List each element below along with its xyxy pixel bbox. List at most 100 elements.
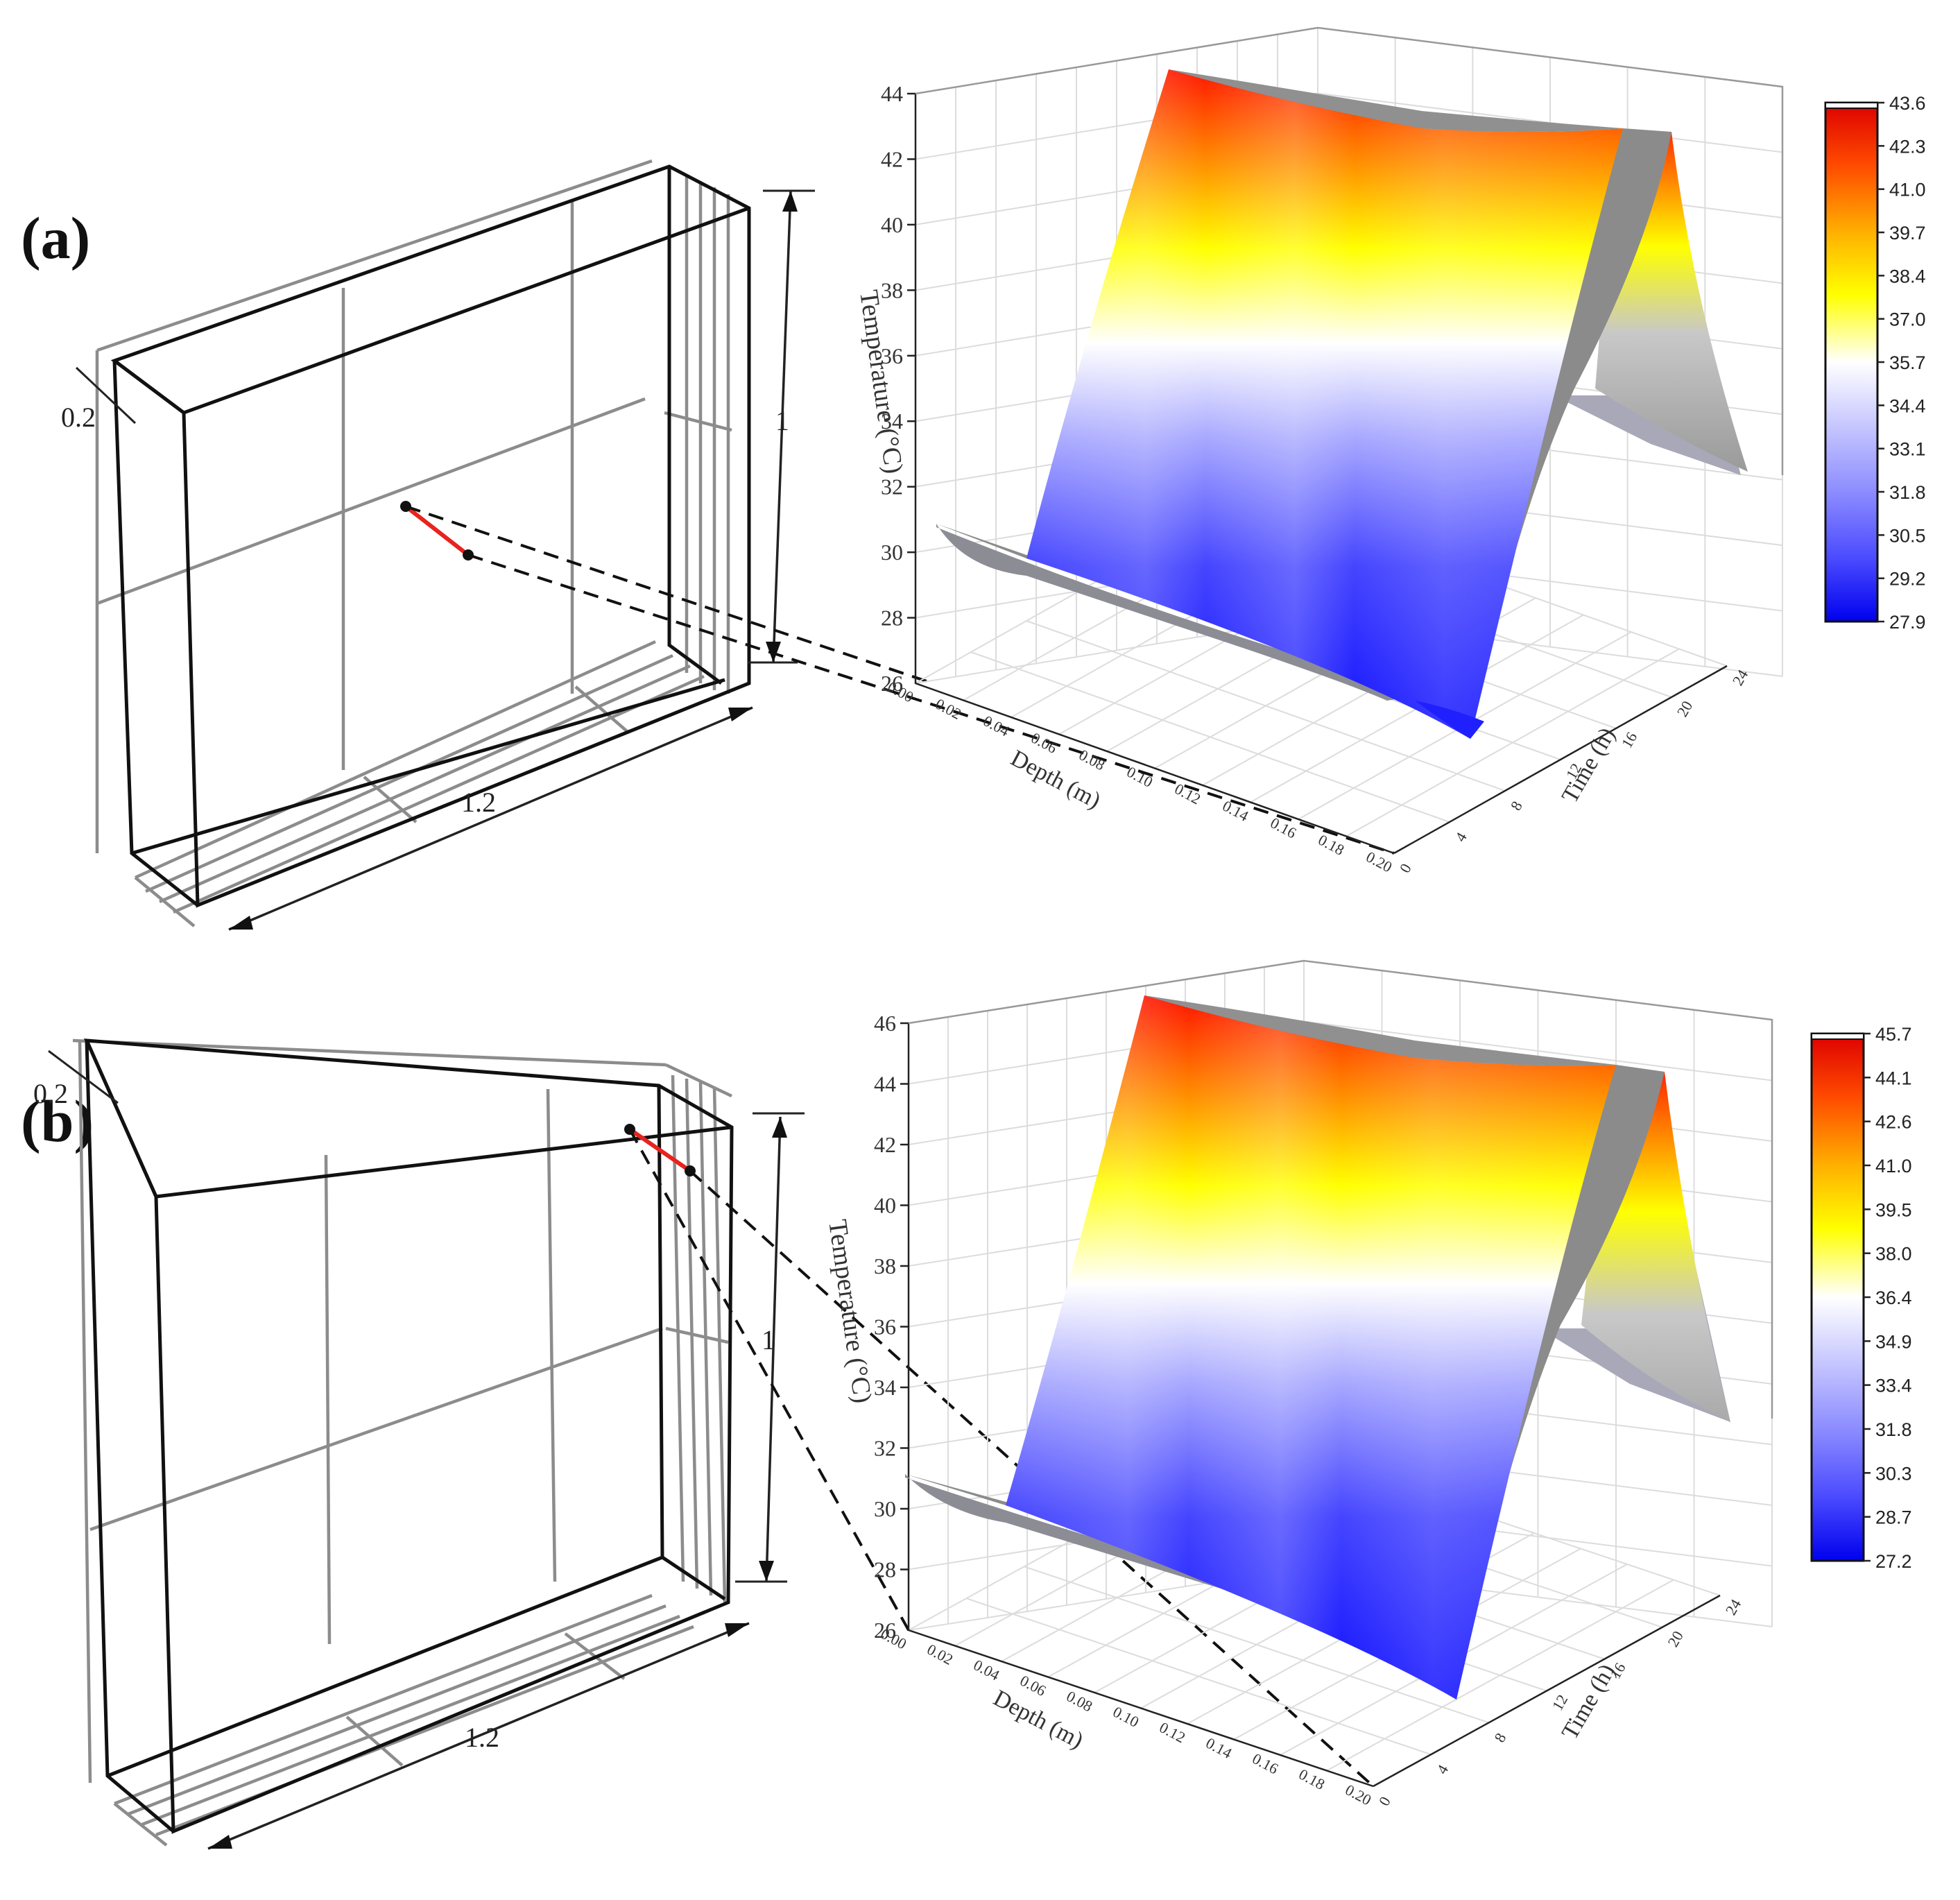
surface-foot-a — [1415, 701, 1484, 739]
grid-line-z — [915, 26, 1783, 94]
z-tick-label: 34 — [874, 1375, 896, 1400]
z-tick-label: 42 — [874, 1132, 896, 1157]
wall-side-h — [664, 411, 732, 432]
surface-crest-a — [1169, 69, 1623, 132]
time-axis-a — [1393, 665, 1728, 855]
colorbar-tick-label: 36.4 — [1875, 1287, 1912, 1308]
dim-depth-label: 0.2 — [61, 402, 96, 433]
colorbar-tick-label: 43.6 — [1889, 93, 1926, 114]
grid-line-z — [908, 959, 1773, 1024]
z-tick-label: 30 — [874, 1496, 896, 1521]
surface-b-sheen — [1006, 995, 1616, 1700]
wall-base-cross-3 — [134, 876, 196, 927]
colorbar-a — [1824, 101, 1879, 623]
wall-front-outline — [110, 164, 751, 908]
colorbar-tick-label: 30.5 — [1889, 525, 1926, 546]
dim-b-depth-label: 0.2 — [33, 1078, 68, 1109]
dim-height-line — [772, 190, 792, 663]
wall-b-base-cross-3 — [113, 1802, 168, 1847]
wall-b-back-left-edge — [78, 1040, 92, 1783]
dim-height-label: 1 — [775, 405, 789, 436]
dim-width-arrow-left — [229, 916, 253, 930]
panel-a-label: (a) — [21, 205, 90, 271]
z-tick-label: 40 — [874, 1193, 896, 1218]
dim-b-height-label: 1 — [762, 1324, 775, 1355]
wall-b-front-outline — [84, 1038, 734, 1834]
dim-b-width-arrow-left — [208, 1835, 232, 1849]
wall-right-inner-vertical — [667, 166, 723, 685]
colorbar-a-top-cap — [1825, 102, 1878, 109]
y-tick-label: 4 — [1433, 1762, 1452, 1777]
axis-frame-b — [907, 1023, 1374, 1788]
z-tick-label: 28 — [874, 1557, 896, 1582]
dim-b-depth-line — [48, 1050, 119, 1104]
colorbar-tick-label: 31.8 — [1889, 482, 1926, 503]
dim-width-arrow-right — [728, 708, 753, 721]
dim-height-arrow-top — [782, 191, 798, 212]
colorbar-tick-label: 34.9 — [1875, 1331, 1912, 1352]
colorbar-tick-label: 42.6 — [1875, 1112, 1912, 1133]
z-axis-title-a: Temperature (°C) — [854, 288, 909, 475]
dim-b-width-label: 1.2 — [465, 1722, 499, 1753]
z-tick-label: 26 — [874, 1618, 896, 1643]
dim-depth-line — [75, 366, 137, 425]
panel-a: (a) — [21, 26, 1926, 931]
wall-b-grid-v2 — [546, 1088, 557, 1582]
sensor-line-b — [628, 1127, 691, 1173]
time-axis-b — [1373, 1594, 1721, 1788]
wall-grid-h1 — [96, 397, 646, 606]
colorbar-tick-label: 33.4 — [1875, 1376, 1912, 1396]
y-tick-label: 0 — [1375, 1793, 1394, 1808]
colorbar-tick-label: 37.0 — [1889, 309, 1926, 330]
back-frame-a — [915, 26, 1784, 475]
wall-b-base-1 — [114, 1593, 653, 1806]
colorbar-b — [1810, 1032, 1865, 1562]
y-tick-label: 20 — [1664, 1628, 1687, 1650]
wall-base-1 — [135, 640, 656, 880]
wall-b-left-vertical — [85, 1040, 175, 1833]
z-tick-label: 30 — [881, 540, 903, 565]
z-tick-label: 40 — [881, 212, 903, 237]
y-tick-label: 8 — [1490, 1730, 1509, 1745]
z-tick-label: 38 — [881, 277, 903, 302]
wall-b-grid-v6 — [712, 1087, 727, 1603]
back-frame-b — [908, 959, 1773, 1419]
wall-b-grid-v3 — [671, 1075, 685, 1582]
wall-b-grid-v1 — [324, 1154, 332, 1645]
colorbar-tick-label: 44.1 — [1875, 1068, 1912, 1088]
colorbar-ticks-b: 45.7 44.1 42.6 41.0 39.5 38.0 36.4 34.9 33.4 31.8… — [1864, 1024, 1912, 1572]
dim-b-height-arrow-top — [772, 1117, 787, 1138]
z-tick-label: 38 — [874, 1253, 896, 1278]
z-tick-label: 26 — [881, 671, 903, 696]
z-ticks-a: 28 30 32 34 36 38 40 42 44 26 — [881, 81, 915, 696]
wall-b-top-depth-edge — [85, 1039, 158, 1198]
wall-base-3 — [159, 664, 691, 904]
panel-b: (b) — [21, 959, 1912, 1850]
wall-b-side-top — [665, 1063, 732, 1098]
colorbar-tick-label: 27.9 — [1889, 612, 1926, 633]
z-tick-label: 32 — [874, 1436, 896, 1461]
colorbar-tick-label: 41.0 — [1889, 180, 1926, 200]
z-tick-label: 44 — [881, 81, 903, 106]
z-tick-label: 36 — [874, 1315, 896, 1340]
dim-b-width-arrow-right — [725, 1623, 749, 1637]
wall-b-back-top-edge — [72, 1038, 667, 1067]
z-ticks-b: 28 30 32 34 36 38 40 42 44 46 26 — [874, 1011, 909, 1643]
z-tick-label: 44 — [874, 1072, 896, 1097]
dim-b-width-line — [207, 1622, 750, 1850]
wall-model-a: 1 1.2 0.2 — [61, 159, 815, 931]
colorbar-tick-label: 33.1 — [1889, 439, 1926, 460]
wall-top-depth-edge — [113, 206, 750, 415]
wall-b-bottom-inner-edge — [107, 1555, 663, 1778]
wall-b-grid-h1 — [89, 1326, 663, 1532]
wall-b-side-h — [665, 1326, 729, 1344]
projection-dash-2 — [467, 554, 1395, 855]
colorbar-tick-label: 29.2 — [1889, 569, 1926, 590]
colorbar-tick-label: 38.0 — [1875, 1244, 1912, 1265]
colorbar-tick-label: 39.5 — [1875, 1199, 1912, 1220]
dim-b-height-arrow-bottom — [759, 1561, 774, 1582]
colorbar-tick-label: 31.8 — [1875, 1419, 1912, 1440]
